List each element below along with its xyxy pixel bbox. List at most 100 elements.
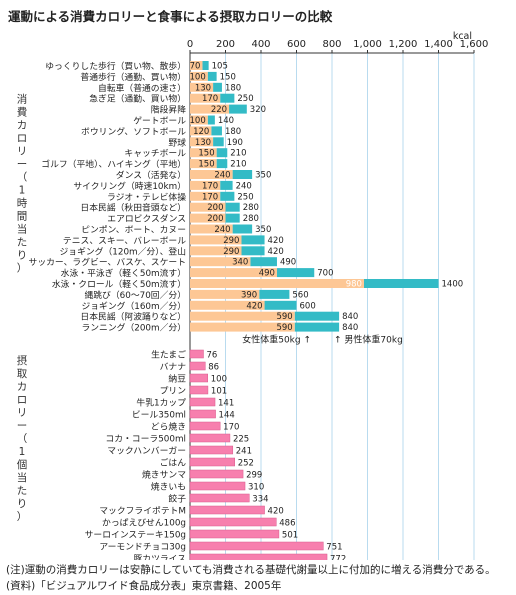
value-label-male: 250 [237, 94, 253, 104]
x-tick-label: 800 [322, 39, 341, 50]
value-label-male: 840 [342, 312, 358, 322]
category-label: アーモンドチョコ30g [99, 542, 186, 553]
chart-title: 運動による消費カロリーと食事による摂取カロリーの比較 [8, 9, 333, 24]
bar-male [241, 235, 265, 245]
bar-male [250, 257, 277, 267]
bar-female [190, 71, 208, 81]
footnote: (注)運動の消費カロリーは安静にしていても消費される基礎代謝量以上に付加的に増え… [6, 564, 496, 576]
bar-intake [189, 433, 231, 443]
value-label-female: 240 [214, 171, 230, 181]
bar-female [190, 180, 221, 190]
value-label: 299 [246, 471, 262, 481]
value-label-female: 170 [202, 192, 218, 202]
x-tick-label: 1,400 [424, 39, 453, 50]
category-label: コカ・コーラ500ml [105, 434, 186, 445]
category-label: 階段昇降 [151, 104, 186, 116]
bar-male [294, 311, 340, 321]
value-label-male: 210 [230, 160, 246, 170]
bar-male [220, 93, 235, 103]
value-label-female: 150 [198, 149, 214, 159]
value-label-female: 130 [195, 138, 211, 148]
value-label-female: 340 [232, 258, 248, 268]
bar-female [190, 191, 221, 201]
bar-male [232, 224, 253, 234]
category-label: 焼きサンマ [142, 470, 186, 481]
bar-intake [189, 505, 265, 515]
category-label: バナナ [160, 362, 187, 373]
value-label-female: 150 [198, 160, 214, 170]
value-label-male: 240 [236, 181, 252, 191]
category-label: テニス、スキー、バレーボール [63, 235, 186, 246]
bar-female [190, 159, 217, 169]
bar-intake [189, 397, 216, 407]
category-label: プリン [160, 386, 187, 397]
exercise-section-label: 消費カロリー（ 1 時間当たり） [17, 92, 28, 274]
value-label-female: 200 [207, 203, 223, 213]
category-label: ごはん [160, 457, 187, 469]
value-label-male: 420 [268, 236, 284, 246]
bar-male [363, 279, 439, 288]
value-label-male: 105 [212, 62, 228, 72]
value-label: 334 [252, 495, 268, 505]
value-label-female: 590 [276, 312, 292, 322]
bar-female [190, 93, 221, 103]
category-label: ボウリング、ソフトボール [81, 125, 186, 137]
value-label-male: 350 [255, 171, 271, 181]
category-label: 餃子 [168, 493, 186, 505]
bar-female [190, 213, 226, 223]
value-label-male: 190 [227, 138, 243, 148]
value-label-female: 100 [190, 116, 206, 126]
value-label: 144 [219, 411, 235, 421]
category-label: 焼きいも [151, 482, 186, 493]
bar-male [264, 300, 297, 310]
value-label-male: 280 [243, 203, 259, 213]
bar-male [211, 126, 222, 136]
bar-female [190, 61, 203, 70]
value-label-female: 120 [193, 127, 209, 137]
bar-intake [189, 385, 209, 395]
bar-intake [189, 541, 324, 551]
bar-male [220, 191, 235, 201]
value-label: 252 [238, 459, 254, 469]
value-label: 501 [282, 531, 298, 541]
value-label-female: 290 [223, 247, 239, 257]
bar-female [190, 82, 214, 92]
category-label: 急ぎ足（通勤、買い物） [89, 93, 186, 105]
value-label-male: 350 [255, 225, 271, 235]
bar-male [207, 71, 217, 81]
x-tick-label: 1,200 [389, 39, 418, 50]
value-label-male: 250 [237, 192, 253, 202]
value-label-female: 290 [223, 236, 239, 246]
value-label-male: 140 [218, 116, 234, 126]
category-label: 牛乳1カップ [136, 397, 186, 409]
category-label: 豚カツライス [133, 554, 186, 561]
category-label: 野球 [168, 136, 186, 148]
value-label-male: 420 [268, 247, 284, 257]
annotation-female: 女性体重50kg ↑ [242, 334, 311, 346]
x-unit-label: kcal [453, 31, 472, 42]
value-label-male: 180 [225, 83, 241, 93]
category-label: 日本民謡（秋田音頭など） [80, 202, 186, 214]
value-label: 241 [236, 447, 252, 457]
category-label: ビール350ml [132, 410, 186, 421]
category-label: ゲートボール [133, 115, 186, 127]
bar-intake [189, 373, 208, 383]
category-label: エアロビクスダンス [107, 213, 186, 225]
bar-female [190, 300, 265, 310]
ingestion-section-label: 摂取カロリー（ 1 個当たり） [17, 354, 28, 523]
category-label: サイクリング（時速10km） [73, 180, 186, 192]
bar-female [190, 257, 251, 267]
value-label: 86 [208, 363, 219, 373]
category-label: 日本民謡（阿波踊りなど） [80, 311, 186, 323]
bar-male [232, 170, 253, 179]
value-label-female: 390 [241, 290, 257, 300]
bar-intake [189, 349, 204, 359]
annotation-male: ↑ 男性体重70kg [334, 334, 403, 346]
value-label-female: 70 [190, 62, 201, 72]
value-label-male: 320 [250, 105, 266, 115]
bar-male [225, 202, 240, 212]
value-label-male: 560 [292, 290, 308, 300]
value-label-female: 100 [190, 72, 206, 82]
value-label: 100 [211, 375, 227, 385]
